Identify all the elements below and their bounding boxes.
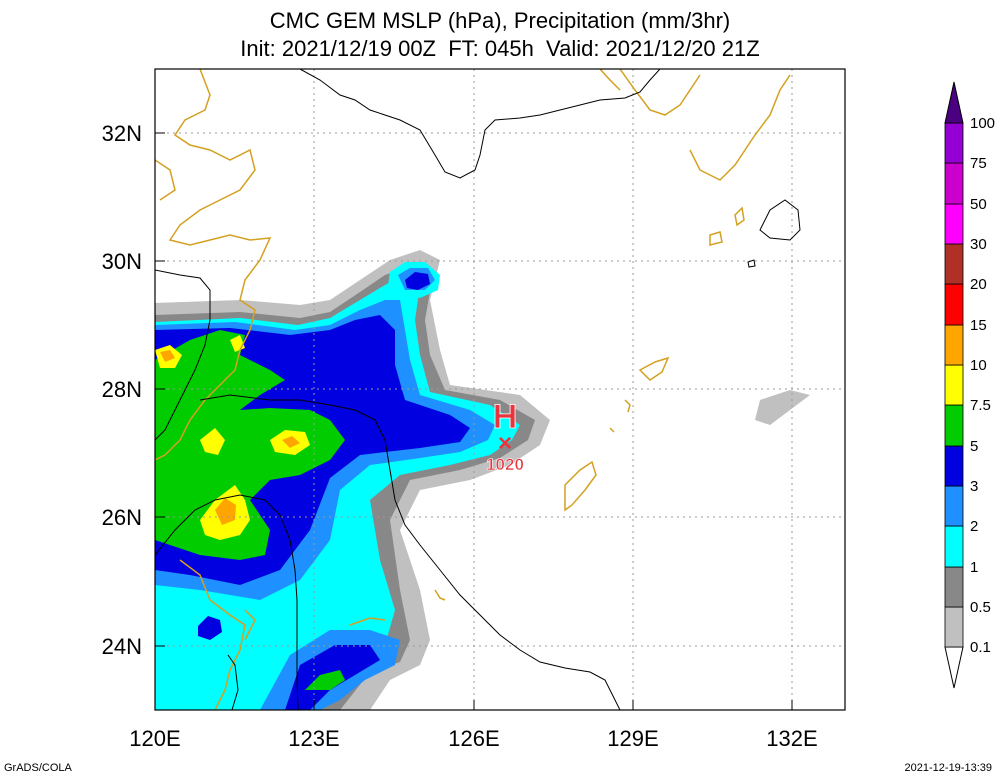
precip-shade-3-north [405,272,430,290]
colorbar-swatch-30 [944,203,964,245]
colorbar-label: 75 [970,155,987,172]
colorbar-swatch-1 [944,525,964,568]
colorbar-swatch-20 [944,243,964,285]
colorbar: 0.1 0.5 1 2 3 5 7.5 10 15 20 30 50 75 10… [944,81,995,689]
colorbar-label: 0.1 [970,639,991,656]
colorbar-label: 1 [970,559,978,576]
footer-timestamp: 2021-12-19-13:39 [904,762,992,774]
colorbar-label: 5 [970,438,978,455]
precip-shade-0.1-east [755,390,810,425]
high-marker: × [498,430,512,457]
colorbar-label: 100 [970,115,995,132]
colorbar-bottom-triangle [944,646,964,689]
footer-software-credit: GrADS/COLA [4,762,72,774]
chart-title: CMC GEM MSLP (hPa), Precipitation (mm/3h… [269,8,731,33]
lat-tick-label: 28N [102,377,142,402]
colorbar-swatch-7.5 [944,364,964,406]
colorbar-swatch-0.5 [944,566,964,608]
colorbar-swatch-75 [944,122,964,164]
lat-tick-label: 26N [102,505,142,530]
grid-lines [155,69,845,710]
colorbar-swatch-0.1 [944,606,964,648]
colorbar-swatch-10 [944,324,964,366]
colorbar-label: 15 [970,317,987,334]
lon-tick-label: 120E [129,726,180,751]
lat-tick-label: 32N [102,121,142,146]
coastlines [155,69,791,710]
precip-shade-10-b [282,436,300,448]
colorbar-swatch-50 [944,162,964,205]
high-pressure-label: 1020 [486,455,524,474]
colorbar-label: 0.5 [970,599,991,616]
colorbar-label: 2 [970,518,978,535]
precip-shade-7.5-c [200,428,225,455]
lon-tick-labels: 120E 123E 126E 129E 132E [129,726,817,751]
lat-tick-label: 24N [102,634,142,659]
lon-tick-label: 126E [448,726,499,751]
lon-tick-label: 132E [766,726,817,751]
colorbar-swatch-2 [944,485,964,527]
lat-tick-labels: 24N 26N 28N 30N 32N [102,121,142,659]
lon-tick-label: 129E [607,726,658,751]
high-symbol: H [493,398,518,436]
lon-tick-label: 123E [288,726,339,751]
colorbar-label: 50 [970,196,987,213]
precip-shade-10-c [160,350,175,362]
chart-subtitle: Init: 2021/12/19 00Z FT: 045h Valid: 202… [240,36,760,61]
colorbar-swatch-3 [944,445,964,487]
colorbar-label: 7.5 [970,397,991,414]
precip-shade-10 [215,498,236,525]
colorbar-label: 10 [970,357,987,374]
colorbar-label: 30 [970,236,987,253]
colorbar-swatch-15 [944,283,964,326]
high-pressure-center: H × 1020 [486,398,524,475]
colorbar-label: 3 [970,478,978,495]
precip-shade-5 [155,330,345,560]
colorbar-top-triangle [944,81,964,124]
colorbar-label: 20 [970,276,987,293]
lon-ticks [154,700,793,710]
precip-shade-5-south [305,670,345,690]
boundaries [155,69,801,710]
precip-shade-3-islet [198,616,222,640]
lat-ticks [155,132,165,647]
colorbar-swatch-5 [944,404,964,447]
lat-tick-label: 30N [102,249,142,274]
